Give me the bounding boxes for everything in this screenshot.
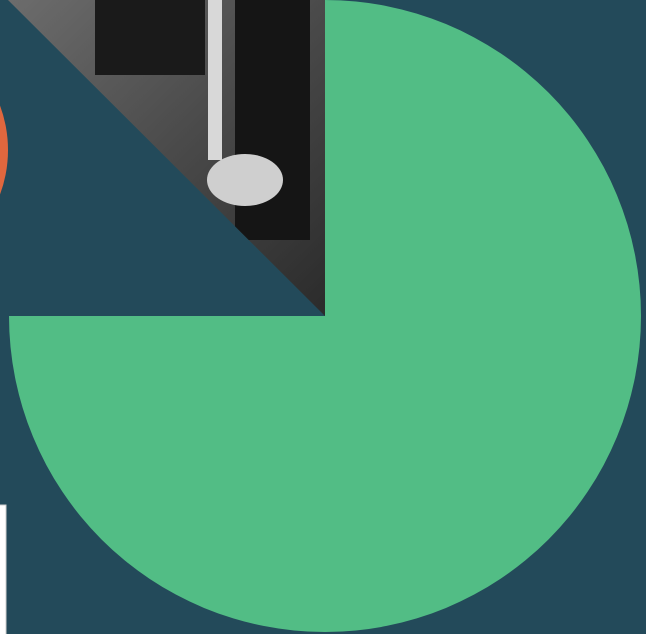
green-shape — [9, 0, 641, 632]
photo-figure — [95, 0, 205, 75]
white-card — [0, 504, 7, 634]
orange-circle — [0, 105, 8, 195]
photo-shovel-handle — [208, 0, 222, 160]
photo-shovel — [207, 154, 283, 206]
